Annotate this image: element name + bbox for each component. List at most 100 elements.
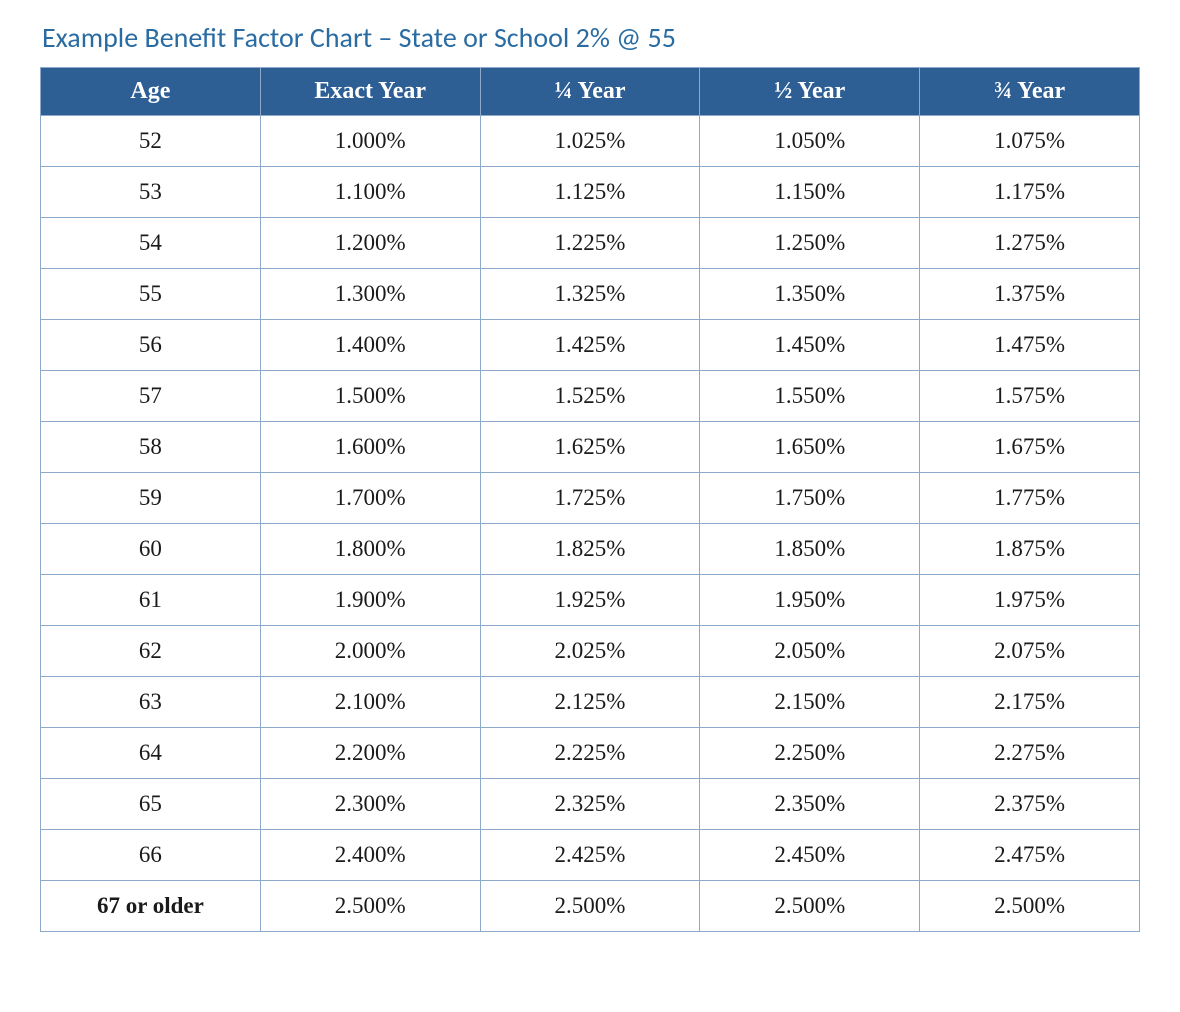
table-cell: 1.650% [700, 422, 920, 473]
table-cell: 2.325% [480, 779, 700, 830]
table-row: 601.800%1.825%1.850%1.875% [41, 524, 1140, 575]
table-cell: 2.475% [920, 830, 1140, 881]
table-row: 662.400%2.425%2.450%2.475% [41, 830, 1140, 881]
table-row: 541.200%1.225%1.250%1.275% [41, 218, 1140, 269]
table-row: 571.500%1.525%1.550%1.575% [41, 371, 1140, 422]
col-header-exact-year: Exact Year [260, 68, 480, 116]
table-cell: 1.400% [260, 320, 480, 371]
table-cell: 1.200% [260, 218, 480, 269]
table-cell: 1.500% [260, 371, 480, 422]
table-cell: 2.025% [480, 626, 700, 677]
table-cell: 1.250% [700, 218, 920, 269]
table-cell: 2.100% [260, 677, 480, 728]
table-cell: 62 [41, 626, 261, 677]
table-cell: 2.425% [480, 830, 700, 881]
table-cell: 1.825% [480, 524, 700, 575]
table-cell: 2.500% [480, 881, 700, 932]
col-header-quarter-year: ¼ Year [480, 68, 700, 116]
table-cell: 52 [41, 116, 261, 167]
table-cell: 1.300% [260, 269, 480, 320]
table-cell: 2.050% [700, 626, 920, 677]
table-row: 642.200%2.225%2.250%2.275% [41, 728, 1140, 779]
table-cell: 1.050% [700, 116, 920, 167]
table-row: 622.000%2.025%2.050%2.075% [41, 626, 1140, 677]
table-cell: 57 [41, 371, 261, 422]
table-cell: 65 [41, 779, 261, 830]
table-row: 611.900%1.925%1.950%1.975% [41, 575, 1140, 626]
table-cell: 1.425% [480, 320, 700, 371]
table-cell: 1.350% [700, 269, 920, 320]
table-cell: 1.725% [480, 473, 700, 524]
col-header-age: Age [41, 68, 261, 116]
table-row: 581.600%1.625%1.650%1.675% [41, 422, 1140, 473]
table-cell: 60 [41, 524, 261, 575]
table-cell: 1.225% [480, 218, 700, 269]
table-cell: 2.500% [260, 881, 480, 932]
table-cell: 1.175% [920, 167, 1140, 218]
table-cell: 1.775% [920, 473, 1140, 524]
table-cell: 67 or older [41, 881, 261, 932]
table-cell: 1.875% [920, 524, 1140, 575]
table-cell: 1.475% [920, 320, 1140, 371]
table-cell: 1.375% [920, 269, 1140, 320]
table-cell: 1.450% [700, 320, 920, 371]
table-cell: 2.400% [260, 830, 480, 881]
table-cell: 1.525% [480, 371, 700, 422]
table-cell: 1.275% [920, 218, 1140, 269]
table-row: 591.700%1.725%1.750%1.775% [41, 473, 1140, 524]
table-cell: 1.925% [480, 575, 700, 626]
table-cell: 1.850% [700, 524, 920, 575]
table-body: 521.000%1.025%1.050%1.075%531.100%1.125%… [41, 116, 1140, 932]
table-cell: 63 [41, 677, 261, 728]
table-row: 561.400%1.425%1.450%1.475% [41, 320, 1140, 371]
table-cell: 2.125% [480, 677, 700, 728]
table-cell: 1.150% [700, 167, 920, 218]
table-cell: 64 [41, 728, 261, 779]
table-cell: 1.800% [260, 524, 480, 575]
table-cell: 55 [41, 269, 261, 320]
table-cell: 61 [41, 575, 261, 626]
table-cell: 2.275% [920, 728, 1140, 779]
table-cell: 1.975% [920, 575, 1140, 626]
table-cell: 2.300% [260, 779, 480, 830]
table-row: 531.100%1.125%1.150%1.175% [41, 167, 1140, 218]
table-cell: 1.550% [700, 371, 920, 422]
table-cell: 1.625% [480, 422, 700, 473]
col-header-three-quarter-year: ¾ Year [920, 68, 1140, 116]
table-cell: 1.750% [700, 473, 920, 524]
table-cell: 2.225% [480, 728, 700, 779]
table-cell: 2.200% [260, 728, 480, 779]
table-cell: 59 [41, 473, 261, 524]
table-cell: 1.900% [260, 575, 480, 626]
table-cell: 2.075% [920, 626, 1140, 677]
table-row: 67 or older2.500%2.500%2.500%2.500% [41, 881, 1140, 932]
table-cell: 1.025% [480, 116, 700, 167]
table-cell: 2.375% [920, 779, 1140, 830]
table-row: 652.300%2.325%2.350%2.375% [41, 779, 1140, 830]
table-cell: 1.000% [260, 116, 480, 167]
table-cell: 54 [41, 218, 261, 269]
chart-title: Example Benefit Factor Chart – State or … [42, 20, 1140, 55]
benefit-factor-table: Age Exact Year ¼ Year ½ Year ¾ Year 521.… [40, 67, 1140, 932]
table-cell: 1.700% [260, 473, 480, 524]
table-row: 632.100%2.125%2.150%2.175% [41, 677, 1140, 728]
table-cell: 2.500% [700, 881, 920, 932]
table-cell: 1.325% [480, 269, 700, 320]
table-cell: 1.125% [480, 167, 700, 218]
table-cell: 1.075% [920, 116, 1140, 167]
col-header-half-year: ½ Year [700, 68, 920, 116]
table-cell: 1.100% [260, 167, 480, 218]
table-cell: 56 [41, 320, 261, 371]
table-cell: 1.950% [700, 575, 920, 626]
table-cell: 1.600% [260, 422, 480, 473]
table-cell: 58 [41, 422, 261, 473]
table-cell: 2.150% [700, 677, 920, 728]
table-cell: 2.250% [700, 728, 920, 779]
table-cell: 2.500% [920, 881, 1140, 932]
table-cell: 2.350% [700, 779, 920, 830]
table-header-row: Age Exact Year ¼ Year ½ Year ¾ Year [41, 68, 1140, 116]
table-cell: 1.675% [920, 422, 1140, 473]
table-cell: 2.450% [700, 830, 920, 881]
table-cell: 66 [41, 830, 261, 881]
table-row: 521.000%1.025%1.050%1.075% [41, 116, 1140, 167]
